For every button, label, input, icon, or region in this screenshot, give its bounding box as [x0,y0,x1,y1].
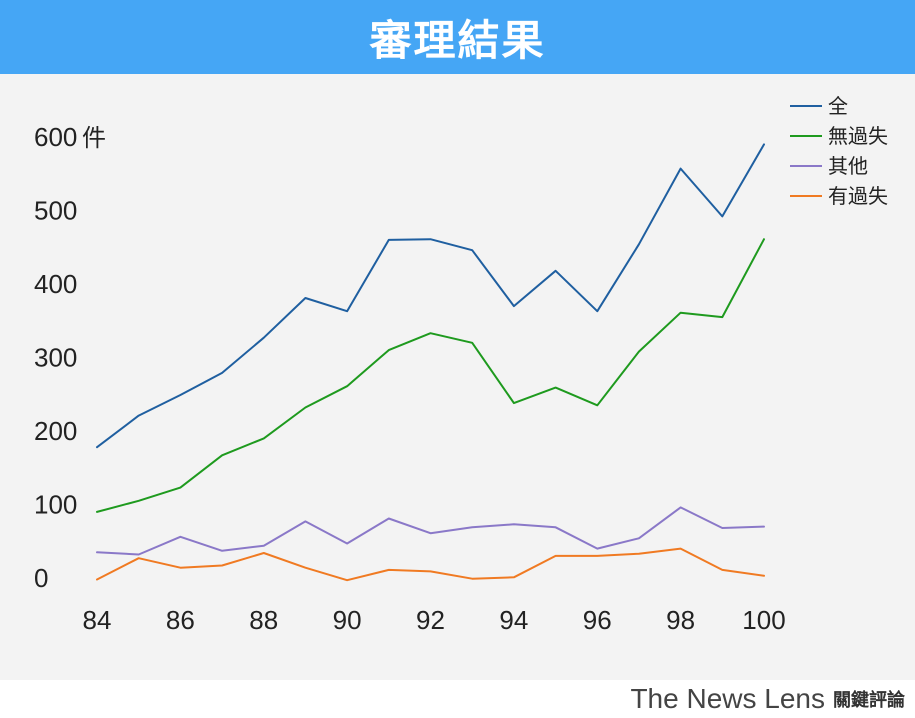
y-tick-label: 0 [34,563,48,593]
y-tick-label: 100 [34,490,77,520]
x-tick-label: 98 [666,605,695,635]
chart-title: 審理結果 [369,15,546,65]
x-tick-label: 92 [416,605,445,635]
y-tick-label: 600 [34,122,77,152]
line-chart: 0 100 200 300 400 500 600 件 84 86 88 90 92 94 96 98 100 全… [34,94,888,635]
x-tick-label: 84 [83,605,112,635]
y-tick-label: 300 [34,343,77,373]
brand-name-zh: 關鍵評論 [833,690,905,711]
x-tick-label: 86 [166,605,195,635]
series-line-其他 [96,506,765,556]
x-tick-label: 96 [583,605,612,635]
series-line-有過失 [96,547,765,582]
y-tick-label: 400 [34,269,77,299]
legend-label: 其他 [828,154,868,178]
y-tick-label: 200 [34,416,77,446]
x-tick-label: 88 [249,605,278,635]
title-bar: 審理結果 [0,0,915,74]
y-tick-label: 500 [34,196,77,226]
brand-logo: The News Lens 關鍵評論 [630,683,905,714]
series-line-無過失 [96,238,765,513]
footer: The News Lens 關鍵評論 [0,680,915,718]
legend-label: 有過失 [828,184,888,208]
y-unit-label: 件 [82,124,106,152]
x-tick-label: 90 [333,605,362,635]
brand-name-en: The News Lens [630,683,825,714]
plot-panel: 0 100 200 300 400 500 600 件 84 86 88 90 92 94 96 98 100 全… [0,74,915,680]
legend-label: 全 [828,94,848,118]
series-line-全 [96,143,765,449]
legend-label: 無過失 [828,124,888,148]
x-tick-label: 94 [499,605,528,635]
x-tick-label: 100 [742,605,785,635]
